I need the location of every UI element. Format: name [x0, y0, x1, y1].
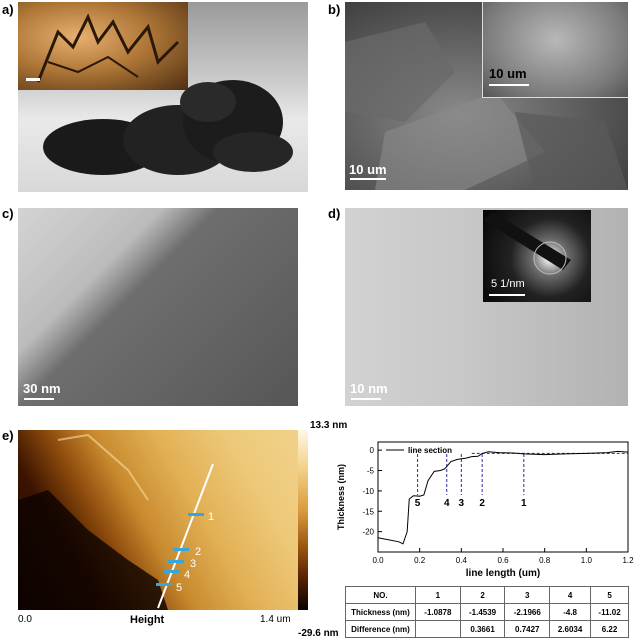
table-cell: NO.: [345, 586, 416, 604]
table-cell: -2.1966: [504, 603, 551, 621]
scale-label: 10 nm: [350, 381, 388, 396]
colorbar-max-label: 13.3 nm: [310, 420, 348, 431]
line-section-chart: 0.0 0.2 0.4 0.6 0.8 1.0 1.2 0 -5 -10 -15 -20 line le…: [336, 441, 634, 579]
y-tick-label: -20: [362, 528, 374, 537]
afm-overlay: 1 2 3 4 5: [18, 433, 214, 610]
table-cell: 6.22: [590, 620, 629, 638]
afm-height-image: 1 2 3 4 5: [18, 430, 300, 610]
table-row: Difference (nm) 0.3661 0.7427 2.6034 6.2…: [345, 620, 629, 638]
x-tick-label: 1.0: [581, 556, 593, 565]
scale-bar: [351, 398, 381, 400]
colorbar-min-label: -29.6 nm: [298, 628, 339, 639]
photo-powder: [18, 2, 308, 192]
afm-marker-5: 5: [176, 582, 182, 594]
afm-x-start: 0.0: [18, 614, 32, 625]
table-cell: 4: [549, 586, 592, 604]
scale-label: 30 nm: [23, 381, 61, 396]
y-axis-label: Thickness (nm): [336, 464, 346, 530]
sem-inset: 10 um: [482, 2, 628, 98]
panel-label-c: c): [2, 206, 14, 221]
x-tick-label: 0.8: [539, 556, 551, 565]
inset-photo-flakes: [18, 2, 188, 90]
x-tick-label: 1.2: [622, 556, 634, 565]
panel-label-e: e): [2, 428, 14, 443]
panel-label-d: d): [328, 206, 341, 221]
panel-label-b: b): [328, 2, 341, 17]
table-cell: -1.4539: [459, 603, 506, 621]
x-tick-label: 0.6: [497, 556, 509, 565]
table-cell: 0.7427: [504, 620, 551, 638]
afm-marker-4: 4: [184, 569, 190, 581]
scale-label: 10 um: [349, 162, 387, 177]
flake-silhouettes: [26, 13, 180, 83]
table-cell: 2.6034: [549, 620, 592, 638]
scale-bar: [489, 294, 525, 296]
table-cell: 2: [459, 586, 506, 604]
scale-bar: [489, 84, 529, 86]
x-tick-label: 0.0: [372, 556, 384, 565]
tem-image-c: 30 nm: [18, 208, 298, 406]
table-cell: 0.3661: [459, 620, 506, 638]
table-cell: -1.0878: [415, 603, 461, 621]
series-line: [377, 450, 629, 545]
y-tick-label: 0: [370, 446, 375, 455]
table-cell: [415, 620, 461, 638]
y-tick-label: -5: [367, 467, 375, 476]
table-cell: -4.8: [549, 603, 592, 621]
x-axis-label: line length (um): [466, 568, 540, 579]
x-tick-label: 0.2: [414, 556, 426, 565]
sem-sheets: [345, 22, 628, 190]
x-tick-label: 0.4: [456, 556, 468, 565]
step-marker-label: 3: [459, 498, 465, 509]
table-cell: -11.02: [590, 603, 629, 621]
table-cell: Thickness (nm): [345, 603, 416, 621]
step-marker-label: 5: [415, 498, 421, 509]
scale-bar: [24, 398, 54, 400]
height-colorbar: [298, 430, 308, 610]
scale-label-inset: 10 um: [489, 66, 527, 81]
table-row: Thickness (nm) -1.0878 -1.4539 -2.1966 -…: [345, 603, 629, 621]
table-cell: 5: [590, 586, 629, 604]
table-cell: 3: [504, 586, 551, 604]
thickness-table: NO. 1 2 3 4 5 Thickness (nm) -1.0878 -1.…: [345, 586, 629, 638]
afm-x-end: 1.4 um: [260, 614, 291, 625]
afm-x-label: Height: [130, 614, 165, 626]
diffraction-inset: 5 1/nm: [483, 210, 591, 302]
table-cell: 1: [415, 586, 461, 604]
table-header-row: NO. 1 2 3 4 5: [345, 586, 629, 604]
scale-bar: [350, 178, 386, 180]
plot-area: 0.0 0.2 0.4 0.6 0.8 1.0 1.2 0 -5 -10 -15 -20 line le…: [336, 441, 634, 579]
step-marker-label: 2: [479, 498, 485, 509]
step-marker-label: 4: [444, 498, 450, 509]
step-marker-label: 1: [521, 498, 527, 509]
afm-marker-1: 1: [208, 511, 214, 523]
sem-image: 10 um 10 um: [345, 2, 628, 190]
afm-marker-2: 2: [195, 546, 201, 558]
table-cell: Difference (nm): [345, 620, 416, 638]
afm-marker-3: 3: [190, 558, 196, 570]
y-tick-label: -10: [362, 487, 374, 496]
y-tick-label: -15: [362, 507, 374, 516]
tem-image-d: 5 1/nm 10 nm: [345, 208, 628, 406]
panel-label-a: a): [2, 2, 14, 17]
legend-label: line section: [408, 446, 452, 455]
scale-label-inset: 5 1/nm: [491, 278, 525, 290]
beam-stop: [483, 212, 571, 275]
powder-pile-shape: [43, 80, 293, 175]
